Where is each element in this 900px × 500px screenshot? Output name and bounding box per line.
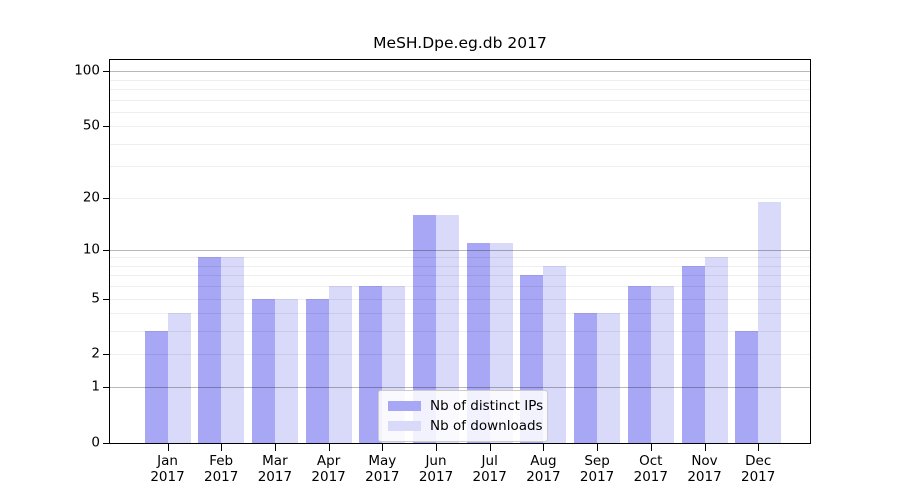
- x-tick-label: Sep 2017: [579, 453, 615, 485]
- x-tick-mark: [704, 444, 706, 451]
- x-tick-label: Apr 2017: [311, 453, 346, 485]
- bar-distinct-ips: [413, 214, 436, 443]
- bar-downloads: [167, 313, 191, 443]
- y-tick-mark: [103, 71, 110, 73]
- y-tick-mark: [103, 126, 110, 128]
- y-tick-label: 100: [74, 62, 100, 79]
- x-tick-mark: [650, 444, 652, 451]
- y-tick-label: 1: [91, 378, 100, 395]
- y-tick-mark: [103, 443, 110, 444]
- bar-downloads: [221, 257, 245, 443]
- gridline-minor: [110, 275, 810, 277]
- bar-downloads: [436, 214, 459, 443]
- gridline-minor: [110, 111, 810, 113]
- y-tick-mark: [103, 249, 110, 251]
- x-tick-label: Jul 2017: [472, 453, 507, 485]
- y-tick-label: 2: [91, 346, 100, 363]
- bar-distinct-ips: [198, 257, 222, 443]
- bar-distinct-ips: [305, 298, 329, 443]
- bar-distinct-ips: [144, 331, 168, 443]
- gridline-minor: [110, 354, 810, 356]
- x-tick-mark: [274, 444, 276, 451]
- bar-distinct-ips: [359, 286, 383, 443]
- legend-item-distinct-ips: Nb of distinct IPs: [388, 398, 543, 414]
- y-tick-label: 50: [82, 117, 100, 134]
- x-tick-label: Nov 2017: [687, 453, 722, 485]
- x-tick-label: Jan 2017: [150, 453, 185, 485]
- legend-swatch-distinct-ips: [388, 401, 421, 411]
- x-tick-mark: [758, 444, 760, 451]
- legend-label-downloads: Nb of downloads: [430, 418, 543, 434]
- x-tick-label: May 2017: [365, 453, 400, 485]
- x-tick-label: Aug 2017: [526, 453, 561, 485]
- gridline-minor: [110, 88, 810, 90]
- bar-downloads: [274, 298, 298, 443]
- gridline-minor: [110, 286, 810, 288]
- y-tick-label: 0: [91, 434, 100, 451]
- gridline-major: [110, 387, 810, 389]
- x-tick-mark: [436, 444, 437, 451]
- x-tick-mark: [489, 444, 491, 451]
- bar-distinct-ips: [251, 298, 275, 443]
- bar-downloads: [597, 313, 621, 443]
- bar-downloads: [543, 265, 567, 443]
- gridline-minor: [110, 197, 810, 199]
- bar-downloads: [704, 257, 728, 443]
- gridline-minor: [110, 79, 810, 81]
- legend-swatch-downloads: [388, 421, 421, 431]
- x-tick-label: Oct 2017: [633, 453, 668, 485]
- bar-downloads: [650, 286, 674, 443]
- x-tick-label: Mar 2017: [257, 453, 293, 485]
- x-tick-mark: [167, 444, 169, 451]
- y-tick-label: 10: [82, 241, 100, 258]
- x-tick-label: Dec 2017: [741, 453, 776, 485]
- gridline-minor: [110, 143, 810, 145]
- y-tick-mark: [103, 354, 110, 356]
- x-tick-mark: [221, 444, 223, 451]
- bar-downloads: [758, 201, 782, 443]
- gridline-minor: [110, 298, 810, 300]
- x-tick-mark: [597, 444, 599, 451]
- plot-area: Nb of distinct IPs Nb of downloads 0 1 2 5 1…: [74, 59, 811, 485]
- legend-item-downloads: Nb of downloads: [388, 418, 543, 434]
- legend: Nb of distinct IPs Nb of downloads: [378, 390, 548, 442]
- chart-title: MeSH.Dpe.eg.db 2017: [373, 34, 547, 52]
- gridline-minor: [110, 313, 810, 315]
- bar-downloads: [328, 286, 352, 443]
- bar-distinct-ips: [735, 331, 759, 443]
- gridline-minor: [110, 126, 810, 128]
- y-tick-label: 20: [82, 189, 100, 206]
- bar-distinct-ips: [681, 265, 705, 443]
- gridline-minor: [110, 265, 810, 267]
- gridline-major: [110, 71, 810, 73]
- bar-distinct-ips: [627, 286, 651, 443]
- x-tick-label: Feb 2017: [204, 453, 239, 485]
- y-tick-mark: [103, 298, 110, 300]
- x-tick-mark: [328, 444, 330, 451]
- x-tick-mark: [382, 444, 384, 451]
- gridline-major: [110, 249, 810, 251]
- gridline-minor: [110, 257, 810, 259]
- y-tick-mark: [103, 197, 110, 199]
- gridline-minor: [110, 166, 810, 168]
- gridline-minor: [110, 331, 810, 333]
- gridline-minor: [110, 99, 810, 101]
- x-tick-mark: [543, 444, 545, 451]
- x-tick-label: Jun 2017: [418, 453, 454, 485]
- legend-label-distinct-ips: Nb of distinct IPs: [430, 398, 544, 414]
- y-tick-label: 5: [91, 290, 100, 307]
- y-tick-mark: [103, 387, 110, 389]
- bar-distinct-ips: [574, 313, 598, 443]
